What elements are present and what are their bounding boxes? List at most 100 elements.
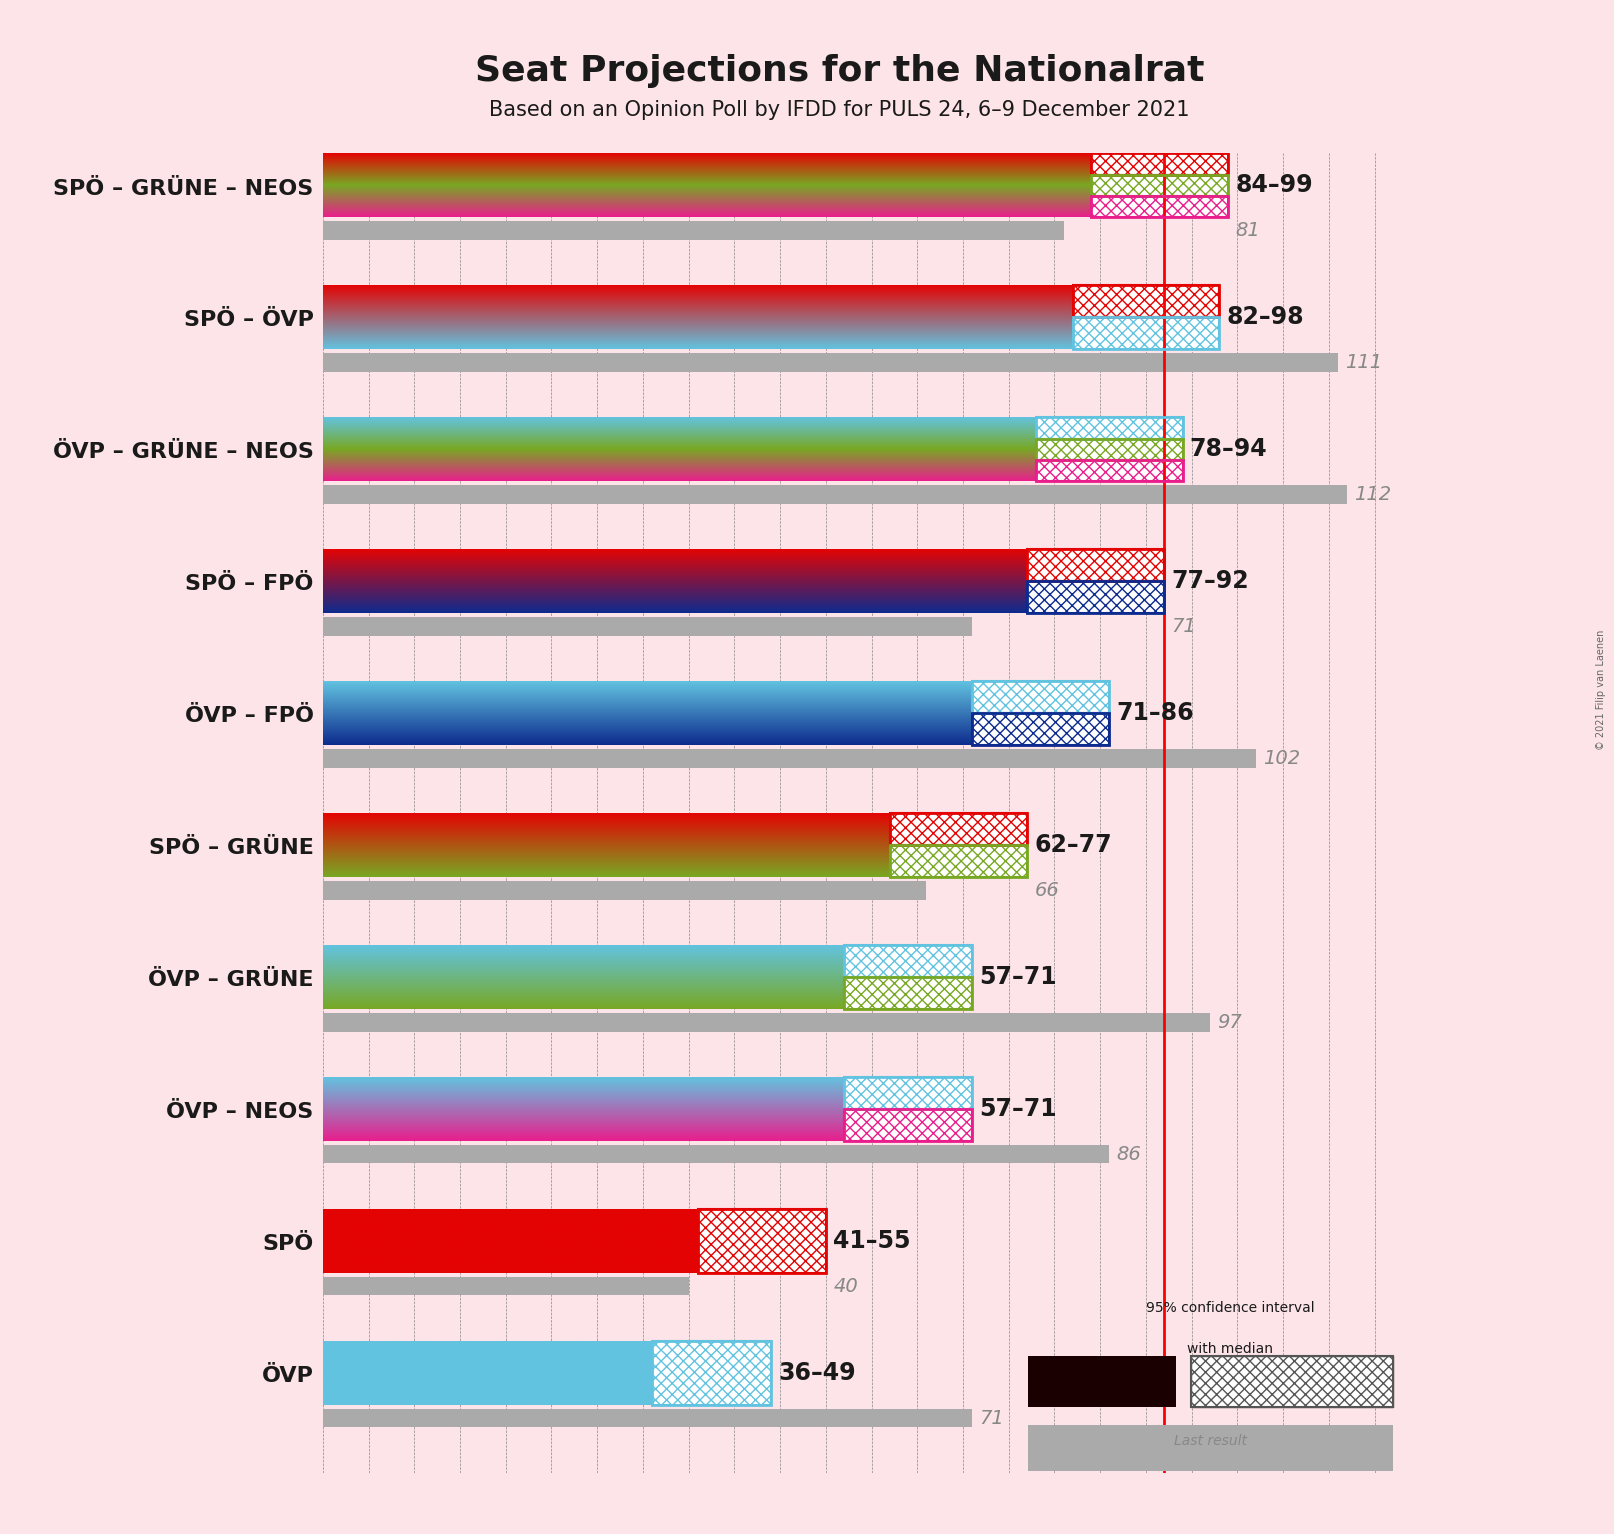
Bar xyxy=(844,977,972,1009)
Text: 84–99: 84–99 xyxy=(1236,173,1314,198)
Text: 57–71: 57–71 xyxy=(980,1097,1057,1121)
Bar xyxy=(1036,439,1183,460)
Text: 71–86: 71–86 xyxy=(1117,701,1194,726)
Bar xyxy=(1091,175,1228,196)
Bar xyxy=(1091,196,1228,218)
Text: ÖVP – NEOS: ÖVP – NEOS xyxy=(166,1101,313,1121)
Bar xyxy=(1091,175,1228,196)
Bar xyxy=(1028,1425,1393,1471)
Bar xyxy=(1036,417,1183,439)
Text: © 2021 Filip van Laenen: © 2021 Filip van Laenen xyxy=(1596,630,1606,750)
Bar xyxy=(1091,153,1228,175)
Text: 78–94: 78–94 xyxy=(1190,437,1267,462)
Text: SPÖ: SPÖ xyxy=(263,1233,313,1253)
Bar xyxy=(1073,285,1219,318)
Bar xyxy=(1091,153,1228,175)
Bar xyxy=(972,681,1109,713)
Text: SPÖ – FPÖ: SPÖ – FPÖ xyxy=(186,574,313,594)
Text: Based on an Opinion Poll by IFDD for PULS 24, 6–9 December 2021: Based on an Opinion Poll by IFDD for PUL… xyxy=(489,100,1190,120)
Bar xyxy=(889,845,1027,877)
Bar xyxy=(844,977,972,1009)
Text: 102: 102 xyxy=(1264,749,1301,769)
Text: 66: 66 xyxy=(1035,881,1059,900)
Text: 77–92: 77–92 xyxy=(1172,569,1249,594)
Bar xyxy=(1036,439,1183,460)
Bar xyxy=(1036,460,1183,482)
Text: 57–71: 57–71 xyxy=(980,965,1057,989)
Bar xyxy=(1027,549,1164,581)
Text: 97: 97 xyxy=(1217,1012,1243,1032)
Bar xyxy=(1191,1356,1393,1407)
Bar xyxy=(1036,417,1183,439)
Text: 111: 111 xyxy=(1346,353,1383,373)
Bar xyxy=(889,813,1027,845)
Bar xyxy=(652,1341,771,1405)
Text: 40: 40 xyxy=(833,1276,859,1296)
Bar xyxy=(972,681,1109,713)
Text: with median: with median xyxy=(1186,1342,1273,1356)
Bar xyxy=(323,1144,1109,1163)
Bar xyxy=(1036,460,1183,482)
Text: ÖVP – FPÖ: ÖVP – FPÖ xyxy=(184,706,313,726)
Bar xyxy=(844,945,972,977)
Text: ÖVP – GRÜNE – NEOS: ÖVP – GRÜNE – NEOS xyxy=(53,442,313,462)
Bar xyxy=(844,945,972,977)
Bar xyxy=(1036,460,1183,482)
Bar xyxy=(323,617,972,635)
Text: ÖVP – GRÜNE: ÖVP – GRÜNE xyxy=(148,969,313,989)
Bar xyxy=(844,1077,972,1109)
Bar xyxy=(1027,549,1164,581)
Bar xyxy=(1027,549,1164,581)
Bar xyxy=(1028,1356,1175,1407)
Bar xyxy=(323,353,1338,371)
Bar xyxy=(972,713,1109,746)
Text: 41–55: 41–55 xyxy=(833,1229,910,1253)
Bar xyxy=(889,813,1027,845)
Bar xyxy=(1091,196,1228,218)
Bar xyxy=(1036,417,1183,439)
Bar xyxy=(323,1012,1210,1031)
Bar xyxy=(1191,1356,1393,1407)
Bar xyxy=(844,1109,972,1141)
Bar xyxy=(652,1341,771,1405)
Bar xyxy=(697,1209,826,1273)
Bar xyxy=(323,749,1256,767)
Bar xyxy=(1073,318,1219,350)
Bar xyxy=(652,1341,771,1405)
Text: 112: 112 xyxy=(1354,485,1391,505)
Bar xyxy=(889,813,1027,845)
Bar xyxy=(697,1209,826,1273)
Text: SPÖ – GRÜNE – NEOS: SPÖ – GRÜNE – NEOS xyxy=(53,178,313,198)
Bar xyxy=(844,945,972,977)
Text: Seat Projections for the Nationalrat: Seat Projections for the Nationalrat xyxy=(475,54,1204,87)
Text: ÖVP: ÖVP xyxy=(261,1365,313,1385)
Bar xyxy=(844,1109,972,1141)
Bar xyxy=(1036,439,1183,460)
Text: 81: 81 xyxy=(1236,221,1261,241)
Bar xyxy=(323,221,1064,239)
Text: 95% confidence interval: 95% confidence interval xyxy=(1146,1301,1314,1315)
Bar xyxy=(972,681,1109,713)
Bar xyxy=(1073,318,1219,350)
Bar xyxy=(1091,196,1228,218)
Bar xyxy=(1073,318,1219,350)
Bar xyxy=(323,485,1348,503)
Text: 36–49: 36–49 xyxy=(778,1361,855,1385)
Bar xyxy=(1073,285,1219,318)
Bar xyxy=(889,845,1027,877)
Text: 71: 71 xyxy=(980,1408,1004,1428)
Text: Last result: Last result xyxy=(1173,1434,1248,1448)
Bar xyxy=(972,713,1109,746)
Text: 86: 86 xyxy=(1117,1144,1141,1164)
Bar xyxy=(1073,285,1219,318)
Text: 62–77: 62–77 xyxy=(1035,833,1112,858)
Bar xyxy=(697,1209,826,1273)
Bar xyxy=(844,1077,972,1109)
Bar xyxy=(1027,581,1164,614)
Bar xyxy=(1027,581,1164,614)
Bar xyxy=(844,977,972,1009)
Text: SPÖ – ÖVP: SPÖ – ÖVP xyxy=(184,310,313,330)
Bar xyxy=(323,881,926,899)
Bar xyxy=(1091,153,1228,175)
Text: SPÖ – GRÜNE: SPÖ – GRÜNE xyxy=(148,838,313,858)
